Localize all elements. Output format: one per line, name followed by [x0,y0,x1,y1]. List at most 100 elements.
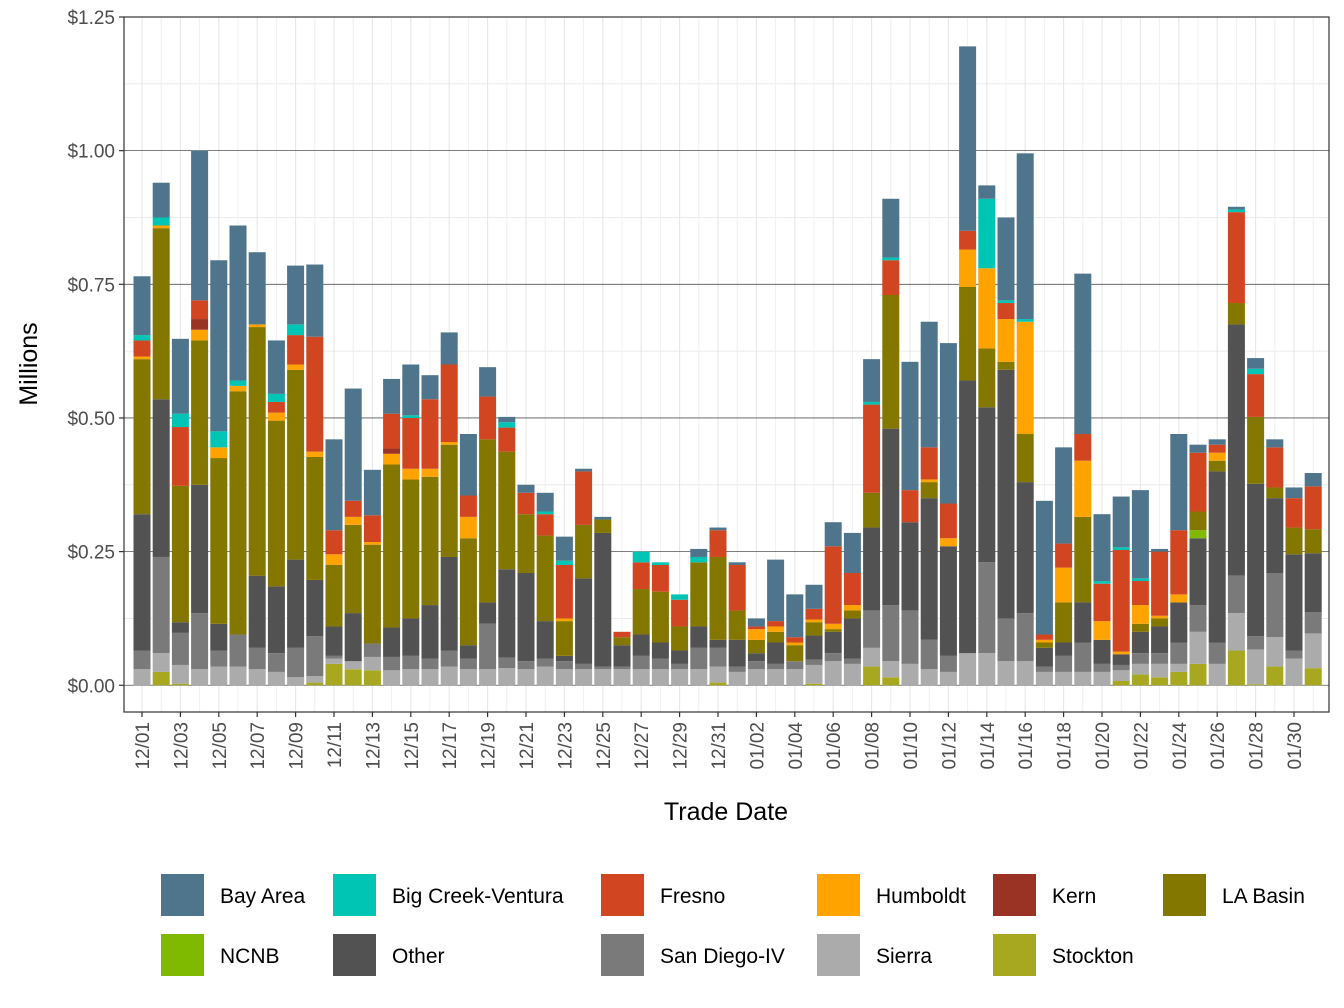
bar-segment [805,622,823,636]
bar-segment [824,629,842,632]
bar-segment [555,536,573,561]
bar-segment [1208,471,1226,643]
bar-segment [479,367,497,397]
bar-segment [882,257,900,261]
bar-segment [939,343,957,504]
bar-segment [747,618,765,627]
bar-segment [498,657,516,669]
x-tick-label: 12/13 [363,722,384,770]
bar-segment [536,514,554,536]
bar-segment [709,639,727,648]
bar-segment [1131,605,1149,624]
bar-segment [459,495,477,517]
bar-segment [267,586,285,654]
bar-segment [517,492,535,515]
bar-segment [1189,530,1207,539]
bar-segment [978,407,996,563]
x-tick-label: 12/23 [555,722,576,770]
bar-segment [594,666,612,670]
bar-segment [1074,602,1092,643]
bar-segment [363,643,381,657]
bar-segment [863,492,881,528]
bar-segment [402,468,420,480]
bar-segment [1304,612,1322,634]
bar-segment [651,658,669,670]
bar-segment [786,661,804,670]
x-tick-label: 12/25 [594,722,615,770]
bar-segment [767,663,785,670]
bar-segment [1055,655,1073,672]
bar-segment [555,564,573,619]
bar-segment [306,336,324,452]
bar-segment [1131,490,1149,579]
bar-segment [1266,447,1284,488]
bar-segment [863,401,881,405]
y-axis: $0.00 $0.25 $0.50 $0.75 $1.00 $1.25 [67,8,124,697]
bar-segment [344,669,362,686]
bar-segment [1074,671,1092,686]
bar-segment [939,671,957,686]
bar-segment [344,613,362,662]
bar-segment [267,412,285,421]
bar-segment [1304,486,1322,530]
bar-segment [402,655,420,670]
bar-segment [440,332,458,365]
legend-swatch [817,934,860,976]
legend-label: LA Basin [1222,885,1305,908]
bar-segment [1055,602,1073,643]
bar-segment [248,575,266,648]
legend-item: Humboldt [817,874,966,916]
bar-segment [1131,631,1149,654]
bar-segment [709,530,727,557]
bar-segment [594,516,612,520]
bar-segment [1189,631,1207,664]
bar-segment [383,464,401,628]
bar-segment [383,627,401,657]
bar-segment [383,670,401,686]
bar-segment [1074,273,1092,434]
bar-segment [824,661,842,686]
bar-segment [690,562,708,627]
bar-segment [171,427,189,486]
legend-label: Other [392,945,445,968]
bar-segment [709,527,727,531]
bar-segment [575,669,593,686]
bar-segment [690,647,708,670]
bar-segment [728,639,746,667]
bar-segment [325,554,343,565]
bar-segment [1266,439,1284,448]
y-tick-label: $0.50 [67,409,115,430]
bar-segment [939,503,957,539]
bar-segment [1189,444,1207,453]
bar-segment [709,682,727,686]
bar-segment [133,340,151,357]
bar-segment [1055,447,1073,544]
bar-segment [1189,538,1207,606]
bar-segment [978,348,996,408]
bar-segment [786,645,804,662]
bar-segment [747,626,765,630]
bar-segment [901,490,919,523]
legend-item: Stockton [993,934,1134,976]
bar-segment [191,319,209,330]
bar-segment [728,610,746,640]
bar-segment [171,632,189,665]
bar-segment [210,260,228,432]
bar-segment [747,661,765,670]
bar-segment [191,150,209,301]
bar-segment [594,532,612,667]
bar-segment [632,634,650,656]
bar-segment [152,556,170,654]
bar-segment [1093,671,1111,686]
bars [133,46,1322,686]
bar-segment [267,393,285,402]
bar-segment [1093,663,1111,672]
bar-segment [1189,605,1207,632]
bar-segment [555,655,573,662]
x-tick-label: 01/12 [939,722,960,770]
bar-segment [1035,647,1053,667]
bar-segment [671,626,689,651]
bar-segment [767,631,785,643]
bar-segment [287,369,305,560]
bar-segment [1285,527,1303,555]
